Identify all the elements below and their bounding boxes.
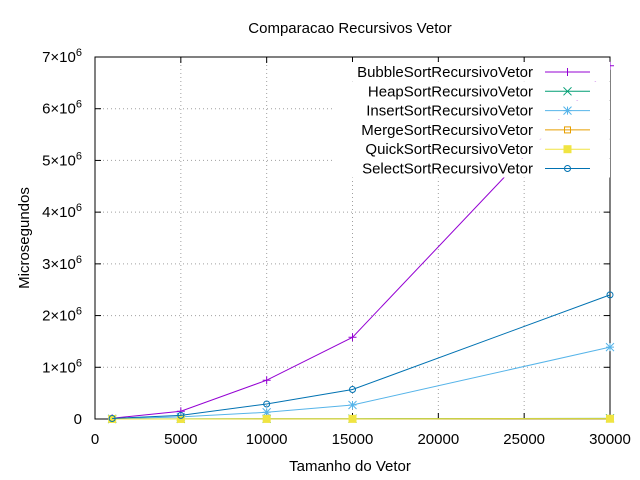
y-tick-label: 0 [74,411,82,428]
data-point [262,414,271,423]
legend-marker [563,68,572,76]
axis-ticks: 0 5000 10000 15000 20000 25000 3000001×1062×10… [42,47,631,448]
y-tick-mantissa: 0 [74,411,82,428]
legend-bg [335,139,610,159]
legend-item: QuickSortRecursivoVetor [335,139,610,159]
data-point [348,414,357,423]
x-tick-label: 25000 [503,431,545,448]
series-line [112,294,611,419]
y-tick-exponent: 6 [76,202,82,214]
legend-label: QuickSortRecursivoVetor [365,141,533,158]
y-tick-mantissa: 5×10 [42,152,76,169]
legend-item: MergeSortRecursivoVetor [335,119,610,139]
y-tick-exponent: 6 [76,99,82,111]
legend-label: InsertSortRecursivoVetor [366,103,533,120]
data-point [263,400,271,408]
data-point [606,291,614,299]
y-tick-label: 3×106 [42,254,82,273]
legend-bg [335,62,610,81]
y-tick-mantissa: 2×10 [42,308,76,325]
legend-marker [563,86,572,96]
legend-bg [335,119,610,139]
y-tick-label: 2×106 [42,306,82,325]
data-point [177,411,185,419]
legend-bg [335,100,610,120]
y-tick-label: 5×106 [42,150,82,169]
y-tick-mantissa: 6×10 [42,101,76,118]
legend-item: InsertSortRecursivoVetor [335,100,610,120]
y-tick-exponent: 6 [76,254,82,266]
y-tick-label: 4×106 [42,202,82,221]
data-point [605,342,615,352]
data-point [348,400,357,410]
series-group [107,61,615,424]
y-tick-exponent: 6 [76,150,82,162]
legend-marker [563,106,572,115]
legend: BubbleSortRecursivoVetor HeapSortRecursiv… [335,62,610,178]
legend-marker [563,145,572,154]
data-point [606,414,614,423]
legend-item: SelectSortRecursivoVetor [335,158,610,178]
y-tick-mantissa: 4×10 [42,204,76,221]
x-axis-label: Tamanho do Vetor [289,458,411,475]
chart-title: Comparacao Recursivos Vetor [248,20,451,37]
y-tick-label: 6×106 [42,99,82,118]
legend-bg [335,158,610,178]
legend-bg [335,81,610,101]
legend-label: MergeSortRecursivoVetor [361,122,533,139]
data-point [348,333,357,342]
y-tick-exponent: 6 [76,357,82,369]
y-tick-mantissa: 7×10 [42,49,76,66]
y-tick-label: 7×106 [42,47,82,66]
legend-item: BubbleSortRecursivoVetor [335,62,610,81]
series-line [112,346,611,420]
data-point [349,386,356,394]
y-tick-exponent: 6 [76,47,82,59]
y-tick-exponent: 6 [76,306,82,318]
y-tick-mantissa: 3×10 [42,256,76,273]
legend-label: HeapSortRecursivoVetor [368,83,533,100]
legend-label: SelectSortRecursivoVetor [362,161,533,178]
legend-label: BubbleSortRecursivoVetor [357,64,533,81]
legend-marker [564,126,571,134]
x-tick-label: 20000 [417,431,459,448]
data-point [262,407,272,417]
x-tick-label: 30000 [589,431,631,448]
y-axis-label: Microsegundos [16,187,33,289]
x-tick-label: 5000 [164,431,197,448]
y-tick-label: 1×106 [42,357,82,376]
series-QuickSortRecursivoVetor [108,414,614,423]
series-SelectSortRecursivoVetor [108,291,614,422]
data-point [108,414,116,422]
data-point [262,376,271,385]
legend-item: HeapSortRecursivoVetor [335,81,610,101]
y-tick-mantissa: 1×10 [42,359,76,376]
x-tick-label: 15000 [332,431,374,448]
x-tick-label: 10000 [246,431,288,448]
legend-marker [564,165,571,172]
x-tick-label: 0 [91,431,99,448]
